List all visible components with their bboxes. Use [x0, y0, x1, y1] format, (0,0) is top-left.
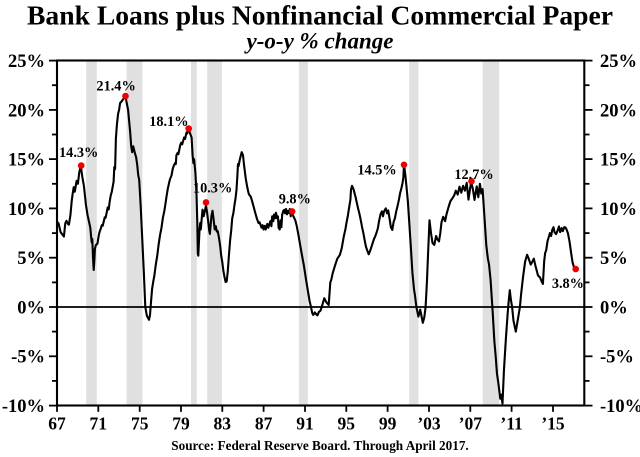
svg-text:25%: 25% — [8, 52, 45, 72]
svg-text:87: 87 — [255, 414, 273, 434]
svg-text:0%: 0% — [17, 298, 45, 318]
svg-text:5%: 5% — [600, 249, 628, 269]
svg-text:’03: ’03 — [417, 414, 441, 434]
svg-text:3.8%: 3.8% — [552, 276, 584, 292]
svg-text:21.4%: 21.4% — [96, 78, 135, 94]
svg-text:Source: Federal Reserve Board.: Source: Federal Reserve Board. Through A… — [171, 438, 468, 453]
svg-text:-5%: -5% — [11, 348, 45, 368]
svg-text:18.1%: 18.1% — [149, 114, 188, 130]
svg-text:75: 75 — [131, 414, 149, 434]
svg-text:10%: 10% — [8, 200, 45, 220]
svg-text:12.7%: 12.7% — [454, 167, 493, 183]
svg-text:0%: 0% — [600, 298, 628, 318]
svg-text:-10%: -10% — [2, 397, 45, 417]
svg-text:Bank Loans plus Nonfinancial C: Bank Loans plus Nonfinancial Commercial … — [27, 0, 613, 31]
svg-text:10.3%: 10.3% — [193, 180, 232, 196]
svg-text:-10%: -10% — [600, 397, 640, 417]
svg-text:20%: 20% — [8, 101, 45, 121]
svg-text:71: 71 — [90, 414, 108, 434]
svg-text:14.5%: 14.5% — [357, 163, 396, 179]
svg-text:9.8%: 9.8% — [279, 192, 311, 208]
svg-text:67: 67 — [48, 414, 66, 434]
svg-text:-5%: -5% — [600, 348, 634, 368]
svg-text:20%: 20% — [600, 101, 637, 121]
svg-text:5%: 5% — [17, 249, 45, 269]
svg-text:95: 95 — [338, 414, 356, 434]
svg-text:14.3%: 14.3% — [59, 145, 98, 161]
svg-text:’11: ’11 — [500, 414, 522, 434]
svg-text:15%: 15% — [8, 151, 45, 171]
svg-text:99: 99 — [379, 414, 397, 434]
svg-text:25%: 25% — [600, 52, 637, 72]
svg-text:83: 83 — [214, 414, 232, 434]
svg-text:15%: 15% — [600, 151, 637, 171]
svg-text:10%: 10% — [600, 200, 637, 220]
svg-text:y-o-y % change: y-o-y % change — [244, 29, 394, 54]
svg-text:79: 79 — [172, 414, 190, 434]
svg-text:’07: ’07 — [459, 414, 483, 434]
svg-text:’15: ’15 — [541, 414, 565, 434]
svg-text:91: 91 — [296, 414, 314, 434]
